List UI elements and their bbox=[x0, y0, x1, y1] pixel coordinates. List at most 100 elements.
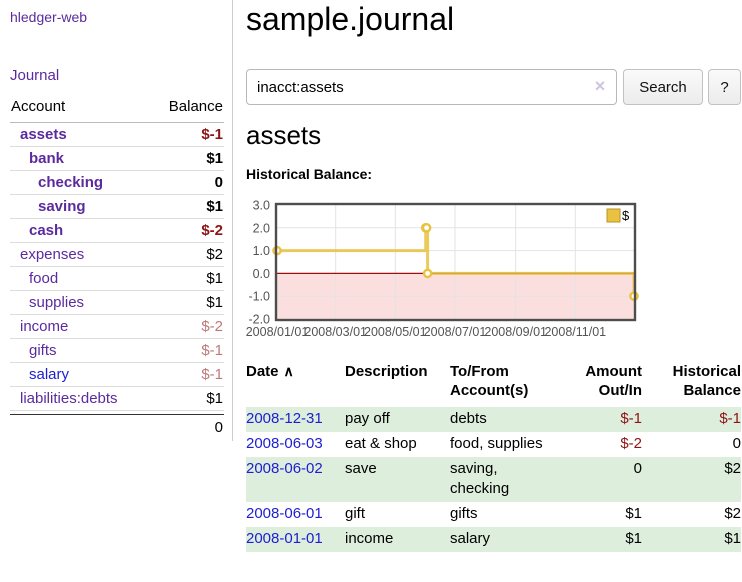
page-title: sample.journal bbox=[246, 1, 455, 37]
account-balance: $1 bbox=[206, 294, 223, 311]
register-column-header: Historical Balance bbox=[642, 362, 741, 407]
transaction-accounts: gifts bbox=[450, 505, 478, 522]
register-column-header: Description bbox=[345, 362, 450, 407]
register-column-header: Amount Out/In bbox=[550, 362, 642, 407]
sidebar: hledger-web Journal Account Balance asse… bbox=[0, 0, 233, 441]
historical-balance-chart: 3.0 2.0 1.0 0.0 -1.0 -2.0 2008/01/01 2008/03/01… bbox=[246, 200, 742, 350]
balance-column-header: Balance bbox=[168, 98, 223, 115]
transaction-amount: $-2 bbox=[620, 435, 642, 452]
account-row: cash $-2 bbox=[10, 219, 224, 243]
transaction-date-link[interactable]: 2008-01-01 bbox=[246, 530, 323, 547]
transaction-date-link[interactable]: 2008-06-01 bbox=[246, 505, 323, 522]
account-balance: $-1 bbox=[201, 366, 223, 383]
account-link[interactable]: gifts bbox=[29, 342, 57, 359]
transaction-amount: $1 bbox=[625, 530, 642, 547]
svg-text:1.0: 1.0 bbox=[253, 244, 270, 258]
table-row: 2008-06-03 eat & shop food, supplies $-2 0 bbox=[246, 432, 741, 457]
register-column-header: To/From Account(s) bbox=[450, 362, 550, 407]
account-link[interactable]: checking bbox=[38, 174, 104, 191]
account-link[interactable]: assets bbox=[20, 126, 67, 143]
account-heading: assets bbox=[246, 120, 322, 150]
transaction-description: gift bbox=[345, 505, 366, 522]
svg-text:2008/09/01: 2008/09/01 bbox=[484, 325, 547, 339]
register-table: Date ∧ Description To/From Account(s) Amount O… bbox=[246, 362, 741, 552]
search-bar: × Search ? bbox=[246, 69, 742, 105]
transaction-amount: 0 bbox=[633, 460, 642, 477]
account-balance: $1 bbox=[206, 198, 223, 215]
account-balance: $2 bbox=[206, 246, 223, 263]
account-row: checking 0 bbox=[10, 171, 224, 195]
transaction-accounts: food, supplies bbox=[450, 435, 543, 452]
account-column-header: Account bbox=[11, 98, 66, 115]
table-row: 2008-12-31 pay off debts $-1 $-1 bbox=[246, 407, 741, 432]
brand-link[interactable]: hledger-web bbox=[10, 9, 88, 25]
svg-text:2008/03/01: 2008/03/01 bbox=[304, 325, 367, 339]
transaction-accounts: saving, checking bbox=[450, 460, 510, 497]
transaction-accounts: debts bbox=[450, 410, 487, 427]
svg-text:$: $ bbox=[622, 208, 630, 223]
account-link[interactable]: saving bbox=[38, 198, 86, 215]
transaction-amount: $-1 bbox=[620, 410, 642, 427]
account-balance: $1 bbox=[206, 390, 223, 407]
header-label-line2: Out/In bbox=[598, 382, 642, 399]
transaction-description: pay off bbox=[345, 410, 390, 427]
transaction-date-link[interactable]: 2008-06-03 bbox=[246, 435, 323, 452]
svg-text:2008/05/01: 2008/05/01 bbox=[364, 325, 427, 339]
transaction-amount: $1 bbox=[625, 505, 642, 522]
accounts-total-value: 0 bbox=[214, 418, 223, 436]
svg-text:3.0: 3.0 bbox=[253, 200, 270, 213]
table-row: 2008-06-02 save saving, checking 0 $2 bbox=[246, 457, 741, 502]
account-link[interactable]: food bbox=[29, 270, 59, 287]
accounts-table-header: Account Balance bbox=[10, 97, 224, 123]
help-button[interactable]: ? bbox=[708, 69, 741, 105]
account-balance: $-1 bbox=[201, 126, 223, 143]
account-row: liabilities:debts $1 bbox=[10, 387, 224, 411]
account-link[interactable]: cash bbox=[29, 222, 64, 239]
account-balance: $-1 bbox=[201, 342, 223, 359]
svg-text:-1.0: -1.0 bbox=[248, 290, 270, 304]
svg-text:2008/07/01: 2008/07/01 bbox=[424, 325, 487, 339]
account-row: salary $-1 bbox=[10, 363, 224, 387]
svg-text:-2.0: -2.0 bbox=[248, 313, 270, 327]
accounts-total-row: 0 bbox=[10, 414, 224, 439]
transaction-date-link[interactable]: 2008-06-02 bbox=[246, 460, 323, 477]
account-row: assets $-1 bbox=[10, 123, 224, 147]
account-balance: $1 bbox=[206, 150, 223, 167]
account-link[interactable]: liabilities:debts bbox=[20, 390, 118, 407]
account-link[interactable]: bank bbox=[29, 150, 65, 167]
account-link[interactable]: salary bbox=[29, 366, 70, 383]
account-row: bank $1 bbox=[10, 147, 224, 171]
header-label-line2: Balance bbox=[683, 382, 741, 399]
transaction-balance: 0 bbox=[732, 435, 741, 452]
transaction-date-link[interactable]: 2008-12-31 bbox=[246, 410, 323, 427]
account-balance: $-2 bbox=[201, 222, 223, 239]
accounts-table: Account Balance assets $-1 bank $1 checking 0… bbox=[10, 97, 224, 439]
account-link[interactable]: income bbox=[20, 318, 69, 335]
svg-text:2008/01/01: 2008/01/01 bbox=[246, 325, 308, 339]
account-row: expenses $2 bbox=[10, 243, 224, 267]
header-label: Description bbox=[345, 363, 428, 380]
svg-text:0.0: 0.0 bbox=[253, 267, 270, 281]
table-row: 2008-06-01 gift gifts $1 $2 bbox=[246, 502, 741, 527]
account-link[interactable]: expenses bbox=[20, 246, 85, 263]
sidebar-item-journal[interactable]: Journal bbox=[10, 67, 60, 84]
account-link[interactable]: supplies bbox=[29, 294, 85, 311]
header-label: To/From bbox=[450, 363, 509, 380]
transaction-accounts: salary bbox=[450, 530, 491, 547]
sort-ascending-icon: ∧ bbox=[283, 363, 294, 379]
transaction-balance: $2 bbox=[724, 460, 741, 477]
search-button[interactable]: Search bbox=[623, 69, 703, 105]
transaction-balance: $1 bbox=[724, 530, 741, 547]
table-row: 2008-01-01 income salary $1 $1 bbox=[246, 527, 741, 552]
accounts-rows: assets $-1 bank $1 checking 0 saving $1 cash $-2 e… bbox=[10, 123, 224, 411]
account-row: saving $1 bbox=[10, 195, 224, 219]
svg-text:2.0: 2.0 bbox=[253, 221, 270, 235]
transaction-balance: $-1 bbox=[719, 410, 741, 427]
account-row: food $1 bbox=[10, 267, 224, 291]
register-column-header: Date ∧ bbox=[246, 362, 345, 407]
clear-search-icon[interactable]: × bbox=[594, 76, 606, 96]
search-input[interactable] bbox=[246, 69, 617, 105]
header-label: Date bbox=[246, 363, 279, 380]
chart-canvas: 3.0 2.0 1.0 0.0 -1.0 -2.02008/01/012008/03/01… bbox=[246, 200, 639, 339]
chart-heading: Historical Balance: bbox=[246, 166, 373, 182]
